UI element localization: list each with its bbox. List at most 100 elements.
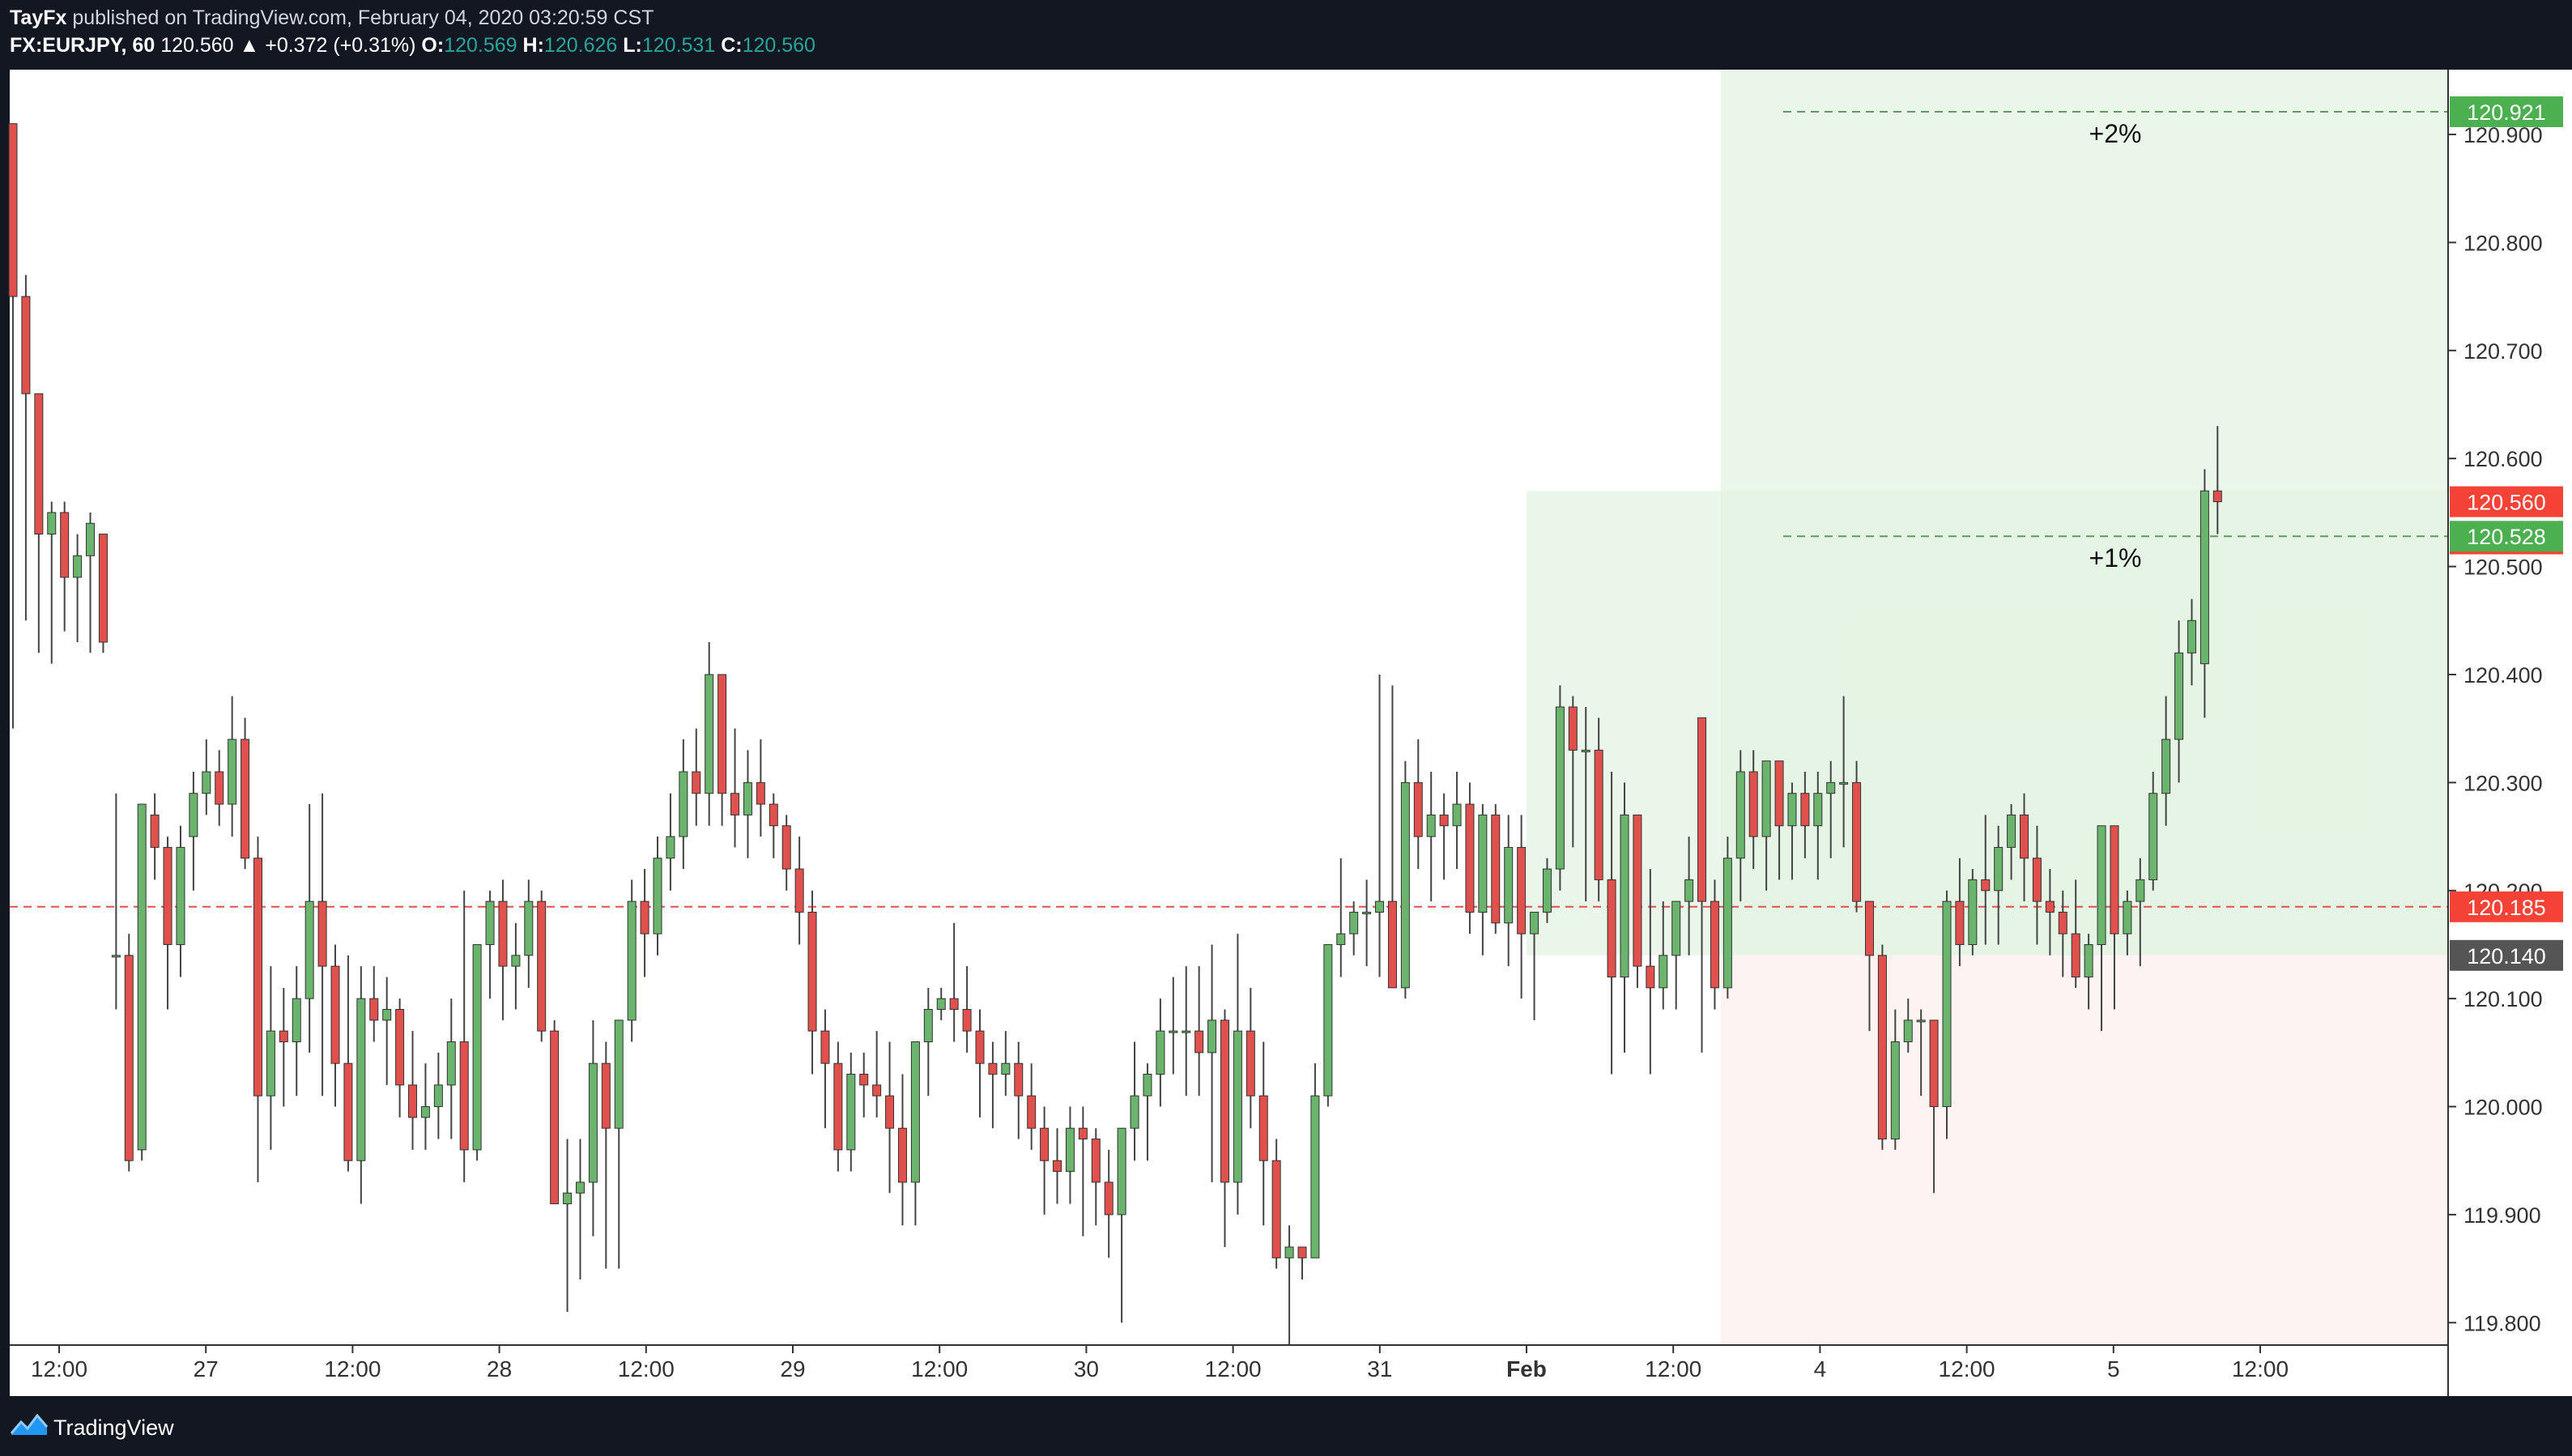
x-tick-label: 12:00: [31, 1356, 87, 1381]
close-label: C:: [721, 34, 743, 57]
y-tick-label: 120.100: [2463, 987, 2543, 1011]
x-tick-label: 4: [1814, 1356, 1827, 1381]
candle-body: [1800, 793, 1810, 827]
candle-body: [1246, 1030, 1255, 1096]
footer-brand[interactable]: TradingView: [53, 1416, 174, 1440]
price-chart[interactable]: +2% +1% 120.900 120.800 120.700 120.600 120.5…: [0, 70, 2572, 1396]
candle-body: [1182, 1030, 1191, 1033]
candle-body: [137, 803, 147, 1151]
candle-body: [317, 900, 327, 967]
candle-body: [550, 1030, 560, 1205]
x-tick-label: 12:00: [911, 1356, 968, 1381]
author-name[interactable]: TayFx: [10, 6, 67, 29]
candle-body: [485, 900, 495, 945]
candle-body: [241, 739, 250, 859]
x-tick-label: 12:00: [2232, 1356, 2289, 1381]
candle-body: [1478, 814, 1488, 913]
symbol-label[interactable]: FX:EURJPY, 60: [10, 34, 155, 57]
candle-body: [279, 1030, 288, 1043]
candle-body: [1710, 900, 1719, 989]
low-label: L:: [623, 34, 642, 57]
price-axis[interactable]: 120.900 120.800 120.700 120.600 120.500 120.4…: [2448, 123, 2543, 1335]
candle-body: [1722, 858, 1732, 989]
candle-body: [692, 771, 701, 794]
y-tick-label: 119.900: [2463, 1203, 2541, 1228]
candle-body: [563, 1192, 573, 1205]
candle-body: [1065, 1127, 1075, 1173]
price-badge: 120.921: [2450, 96, 2563, 128]
candle-body: [653, 858, 662, 934]
candle-body: [343, 1062, 353, 1161]
candle-body: [253, 858, 262, 1096]
candle-body: [1748, 771, 1758, 837]
candle-body: [1813, 793, 1823, 827]
x-tick-label: 12:00: [1645, 1356, 1701, 1381]
x-tick-label: 31: [1367, 1356, 1392, 1381]
candle-body: [807, 911, 817, 1032]
candle-body: [1104, 1181, 1114, 1215]
candle-body: [356, 998, 366, 1161]
candle-body: [1555, 706, 1565, 870]
candle-body: [588, 1062, 598, 1183]
time-axis[interactable]: 12:00 27 12:00 28 12:00 29 12:00 30 12:00 31 Feb 12…: [31, 1345, 2289, 1381]
candle-body: [1258, 1095, 1268, 1161]
candle-body: [382, 1008, 392, 1021]
candle-body: [292, 998, 301, 1043]
price-axis-background: [2447, 70, 2572, 1396]
price-badge-label: 120.528: [2467, 525, 2546, 549]
price-badge: 120.185: [2450, 891, 2563, 922]
candle-body: [1852, 781, 1862, 902]
y-tick-label: 120.800: [2463, 231, 2543, 255]
price-badge-bg: [2450, 939, 2563, 971]
candle-body: [1130, 1095, 1139, 1129]
candle-body: [1994, 846, 2004, 892]
candle-body: [923, 1008, 933, 1043]
candle-body: [1826, 781, 1836, 794]
candle-body: [1001, 1062, 1011, 1075]
price-badge-label: 120.560: [2467, 491, 2546, 515]
candle-body: [1774, 760, 1784, 827]
candle-body: [1684, 879, 1694, 902]
y-tick-label: 120.500: [2463, 556, 2543, 580]
candle-body: [730, 793, 740, 815]
y-tick-label: 120.600: [2463, 447, 2543, 471]
candle-body: [472, 943, 482, 1151]
candle-body: [266, 1030, 275, 1096]
candle-body: [2212, 490, 2222, 503]
candle-body: [215, 771, 224, 805]
candle-body: [820, 1030, 830, 1064]
candle-body: [330, 965, 340, 1064]
publish-info: TayFx published on TradingView.com, Febr…: [10, 6, 654, 30]
horizontal-lines: [10, 111, 2447, 908]
time-axis-background: [10, 1344, 2447, 1396]
candle-body: [202, 771, 211, 794]
candle-body: [1284, 1246, 1294, 1258]
zone-zone2_loss: [1721, 955, 2447, 1344]
candle-body: [1955, 900, 1965, 945]
price-badge: 120.140: [2450, 939, 2563, 971]
candle-body: [1864, 900, 1874, 956]
candle-body: [949, 998, 959, 1010]
candle-body: [897, 1127, 907, 1183]
candle-body: [743, 781, 752, 815]
candle-body: [8, 123, 18, 297]
candle-body: [73, 555, 83, 578]
candle-body: [176, 846, 185, 945]
candle-body: [98, 534, 108, 643]
x-tick-label: 27: [194, 1356, 219, 1381]
price-change: ▲ +0.372 (+0.31%): [239, 34, 416, 57]
candle-body: [1633, 814, 1642, 967]
candle-body: [1877, 955, 1887, 1140]
y-tick-label: 120.400: [2463, 663, 2543, 688]
candle-body: [1323, 943, 1333, 1096]
candle-body: [1568, 706, 1578, 751]
y-tick-label: 120.000: [2463, 1096, 2543, 1120]
y-tick-label: 119.800: [2463, 1311, 2541, 1335]
candle-body: [1310, 1095, 1320, 1258]
candle-body: [1143, 1074, 1152, 1096]
candle-body: [1362, 911, 1372, 914]
candle-body: [2020, 814, 2029, 859]
candle-body: [1916, 1020, 1926, 1023]
